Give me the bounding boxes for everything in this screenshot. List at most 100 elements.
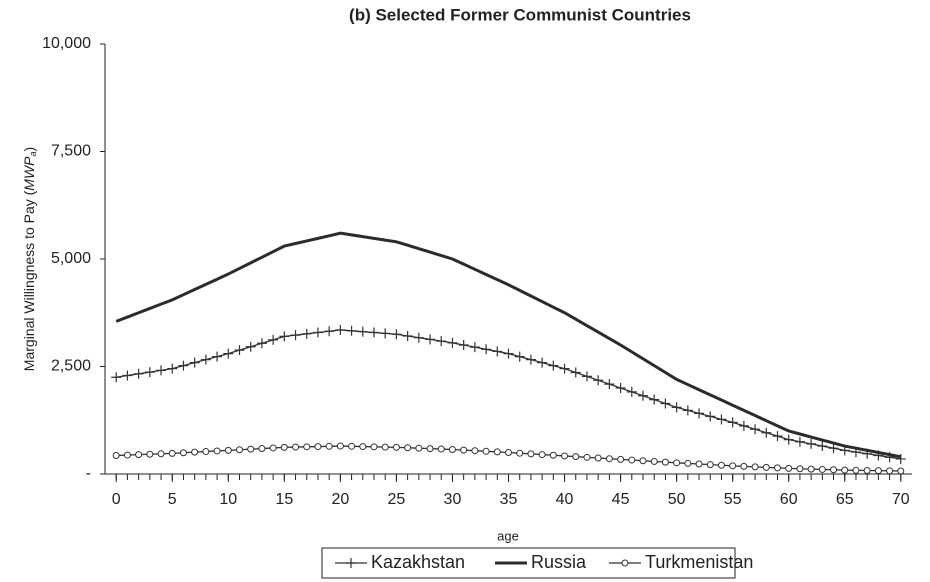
y-label-symbol: MWP	[21, 156, 37, 191]
marker-plus	[256, 338, 267, 349]
marker-plus	[245, 341, 256, 352]
marker-plus	[156, 365, 167, 376]
marker-plus	[559, 363, 570, 374]
marker-plus	[548, 360, 559, 371]
x-tick-label: 0	[112, 491, 121, 508]
marker-circle	[348, 442, 356, 450]
marker-circle	[437, 445, 445, 453]
marker-circle	[370, 443, 378, 451]
marker-circle	[639, 457, 647, 465]
marker-plus	[738, 420, 749, 431]
marker-plus	[649, 394, 660, 405]
y-tick-label: 10,000	[42, 35, 91, 52]
marker-circle	[740, 462, 748, 470]
marker-circle	[280, 443, 288, 451]
marker-circle	[314, 443, 322, 451]
marker-circle	[269, 444, 277, 452]
marker-plus	[402, 330, 413, 341]
x-tick-label: 35	[500, 491, 518, 508]
y-tick-label: 5,000	[51, 250, 91, 267]
marker-circle	[729, 462, 737, 470]
y-label-text: Marginal Willingness to Pay (	[21, 190, 37, 371]
marker-plus	[828, 443, 839, 454]
marker-circle	[471, 447, 479, 455]
chart-title: (b) Selected Former Communist Countries	[349, 5, 691, 24]
marker-circle	[673, 459, 681, 467]
marker-circle	[538, 451, 546, 459]
marker-plus	[604, 379, 615, 390]
marker-circle	[448, 445, 456, 453]
marker-circle	[135, 451, 143, 459]
marker-circle	[336, 442, 344, 450]
marker-plus	[346, 325, 357, 336]
marker-plus	[660, 398, 671, 409]
marker-plus	[380, 328, 391, 339]
marker-circle	[886, 467, 894, 475]
x-tick-label: 45	[612, 491, 630, 508]
marker-plus	[593, 375, 604, 386]
marker-circle	[874, 467, 882, 475]
marker-plus	[727, 417, 738, 428]
marker-plus	[817, 441, 828, 452]
marker-plus	[436, 336, 447, 347]
marker-circle	[292, 443, 300, 451]
marker-plus	[301, 328, 312, 339]
marker-circle	[516, 449, 524, 457]
marker-circle	[527, 450, 535, 458]
legend-box	[321, 547, 736, 579]
marker-circle	[818, 465, 826, 473]
marker-plus	[794, 436, 805, 447]
marker-plus	[783, 434, 794, 445]
marker-plus	[492, 346, 503, 357]
marker-plus	[346, 558, 356, 568]
marker-plus	[682, 405, 693, 416]
marker-plus	[223, 348, 234, 359]
marker-circle	[157, 450, 165, 458]
marker-circle	[179, 449, 187, 457]
marker-plus	[268, 334, 279, 345]
y-axis-label: Marginal Willingness to Pay (MWPa)	[21, 147, 39, 371]
marker-plus	[167, 363, 178, 374]
x-tick-label: 40	[556, 491, 574, 508]
marker-circle	[146, 450, 154, 458]
marker-circle	[482, 447, 490, 455]
marker-circle	[381, 443, 389, 451]
marker-circle	[493, 448, 501, 456]
marker-plus	[806, 438, 817, 449]
marker-circle	[561, 452, 569, 460]
marker-circle	[807, 465, 815, 473]
marker-plus	[324, 326, 335, 337]
x-tick-label: 25	[388, 491, 406, 508]
marker-plus	[189, 357, 200, 368]
marker-circle	[785, 464, 793, 472]
marker-circle	[460, 446, 468, 454]
marker-circle	[594, 454, 602, 462]
marker-circle	[392, 443, 400, 451]
marker-circle	[717, 461, 725, 469]
x-tick-label: 5	[168, 491, 177, 508]
x-axis-label: age	[497, 528, 519, 543]
y-tick-label: 2,500	[51, 358, 91, 375]
marker-plus	[750, 424, 761, 435]
marker-circle	[549, 451, 557, 459]
marker-circle	[650, 457, 658, 465]
marker-plus	[581, 371, 592, 382]
marker-plus	[705, 411, 716, 422]
series-line	[115, 231, 902, 459]
marker-circle	[695, 460, 703, 468]
marker-circle	[863, 466, 871, 474]
marker-plus	[144, 367, 155, 378]
marker-plus	[178, 360, 189, 371]
marker-circle	[605, 455, 613, 463]
marker-plus	[391, 329, 402, 340]
marker-plus	[447, 337, 458, 348]
marker-circle	[796, 465, 804, 473]
marker-plus	[312, 327, 323, 338]
marker-circle	[247, 445, 255, 453]
marker-circle	[415, 444, 423, 452]
marker-plus	[234, 345, 245, 356]
marker-circle	[706, 461, 714, 469]
marker-circle	[583, 453, 591, 461]
marker-plus	[458, 340, 469, 350]
